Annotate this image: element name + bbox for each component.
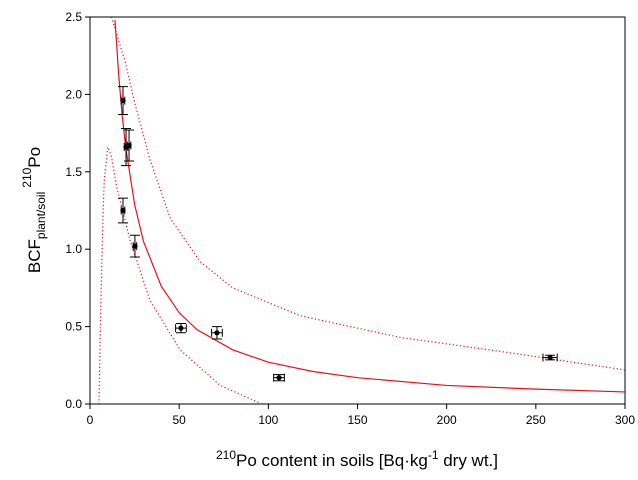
y-label-text: BCF: [25, 239, 44, 273]
x-label-sup: -1: [428, 448, 439, 462]
y-label-text: Po: [25, 147, 44, 168]
data-point: [276, 375, 282, 381]
y-tick-label: 1.0: [65, 242, 82, 256]
y-label-sub: plant/soil: [34, 192, 48, 239]
y-tick-label: 2.5: [65, 10, 82, 24]
fit-curve: [114, 20, 625, 393]
y-tick-label: 0.5: [65, 320, 82, 334]
x-tick-label: 300: [615, 413, 635, 427]
x-label-sup: 210: [216, 448, 236, 462]
x-tick-label: 250: [526, 413, 546, 427]
data-point: [126, 142, 132, 149]
y-tick-label: 0.0: [65, 397, 82, 411]
x-tick-label: 200: [437, 413, 457, 427]
data-point: [120, 207, 126, 214]
plot-frame: [89, 16, 626, 405]
x-tick-label: 150: [347, 413, 367, 427]
data-point: [547, 354, 553, 361]
data-point: [214, 330, 220, 336]
x-axis-label: 210Po content in soils [Bq·kg-1 dry wt.]: [216, 448, 498, 470]
y-label-sup: 210: [20, 167, 34, 187]
x-tick-label: 0: [87, 413, 94, 427]
y-axis-label: BCFplant/soil210Po: [20, 147, 48, 273]
confidence-band: [110, 17, 625, 371]
x-tick-label: 100: [258, 413, 278, 427]
data-point: [132, 243, 138, 249]
data-point: [178, 325, 184, 331]
y-tick-label: 1.5: [65, 165, 82, 179]
x-tick-label: 50: [172, 413, 186, 427]
x-label-text: Po content in soils [Bq·kg: [236, 451, 428, 470]
confidence-band: [98, 146, 263, 404]
x-label-text: dry wt.]: [439, 451, 499, 470]
y-tick-label: 2.0: [65, 87, 82, 101]
curves: [98, 17, 625, 404]
data-point: [120, 97, 126, 104]
